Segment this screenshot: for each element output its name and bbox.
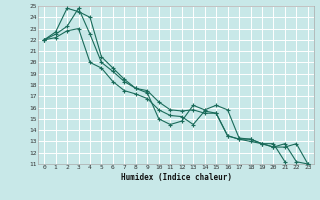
X-axis label: Humidex (Indice chaleur): Humidex (Indice chaleur) xyxy=(121,173,231,182)
